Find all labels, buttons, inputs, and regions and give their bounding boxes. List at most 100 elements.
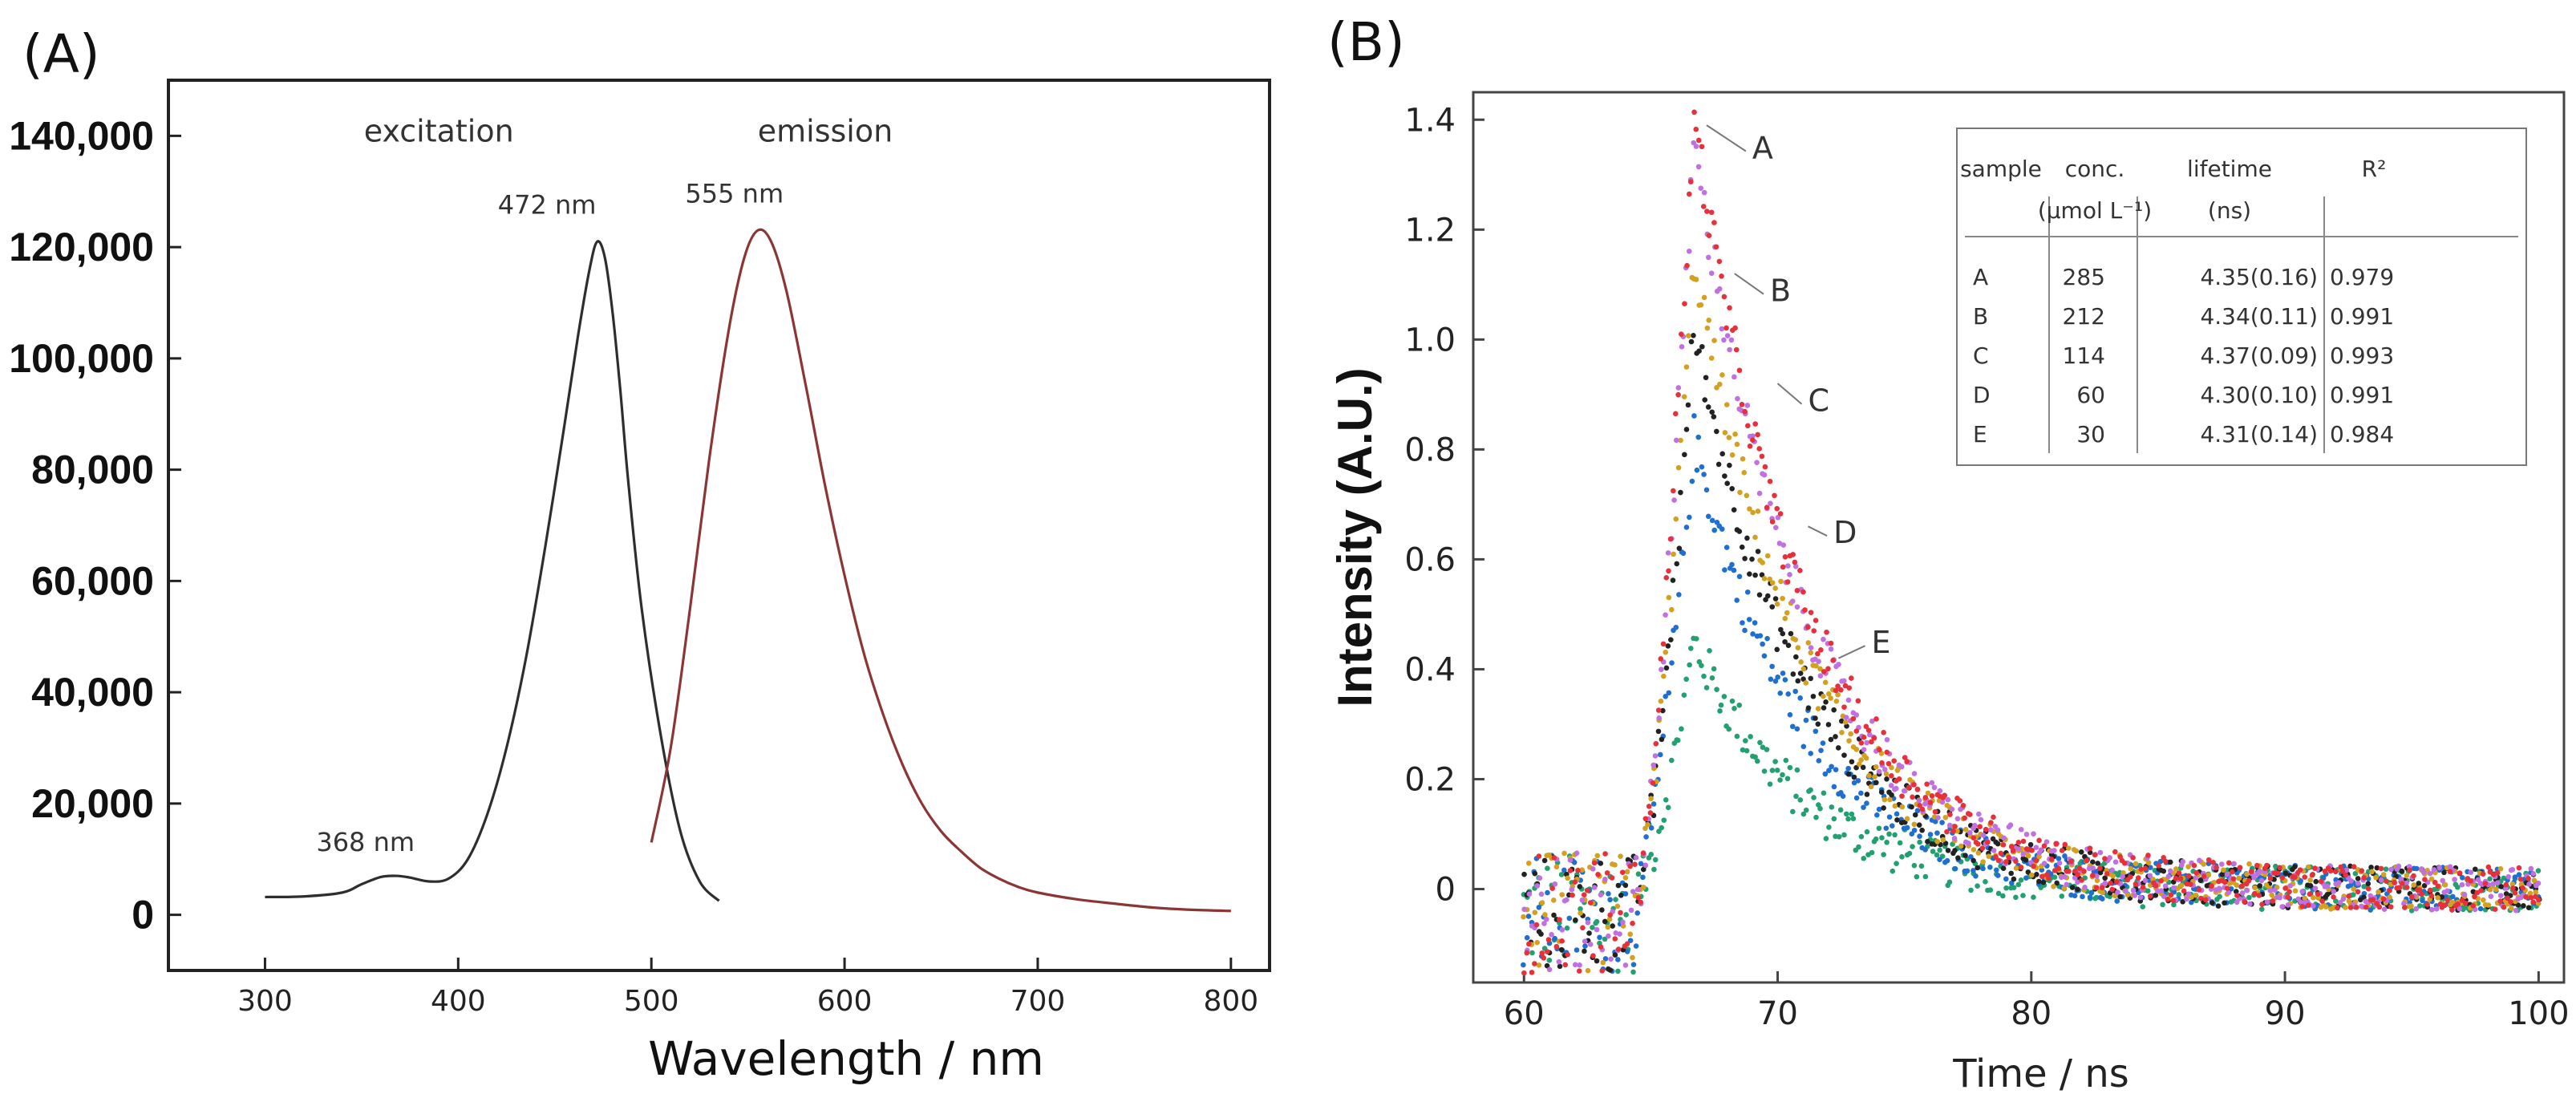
data-point [2343, 872, 2348, 878]
data-point [1952, 824, 1958, 829]
data-point [2287, 883, 2294, 889]
data-point [1918, 863, 1925, 869]
data-point [1824, 629, 1829, 635]
data-point [1835, 745, 1841, 751]
data-point [1642, 816, 1649, 822]
data-point [2327, 868, 2334, 874]
data-point [1794, 587, 1800, 594]
data-point [2222, 879, 2228, 885]
data-point [1930, 849, 1936, 854]
data-point [1538, 931, 1544, 937]
data-point [2470, 903, 2477, 909]
data-point [1558, 872, 1565, 877]
data-point [1750, 631, 1756, 637]
data-point [1551, 912, 1557, 918]
data-point [1873, 780, 1879, 786]
data-point [2277, 894, 2282, 901]
data-point [1572, 962, 1578, 968]
data-point [2299, 903, 2306, 910]
data-point [1538, 891, 1545, 897]
data-point [2094, 877, 2100, 884]
data-point [2527, 890, 2533, 897]
data-point [1713, 244, 1719, 250]
data-point [1656, 715, 1662, 721]
data-point [1622, 891, 1629, 897]
data-point [2097, 849, 2104, 856]
x-tick-label-a: 400 [431, 985, 486, 1018]
data-point [2081, 869, 2087, 874]
data-point [1704, 209, 1710, 214]
data-point [1610, 923, 1615, 929]
data-point [1911, 782, 1917, 788]
data-point [1742, 627, 1748, 634]
data-point [2351, 892, 2356, 897]
data-point [1853, 712, 1860, 718]
data-point [2365, 881, 2371, 887]
data-point [1800, 589, 1806, 595]
data-point [1624, 941, 1630, 947]
data-point [1841, 704, 1847, 710]
annotation-emission: emission [758, 113, 893, 148]
data-point [1891, 758, 1897, 764]
data-point [1598, 892, 1604, 897]
data-point [1772, 525, 1779, 531]
data-point [1919, 827, 1925, 833]
data-point [1550, 897, 1557, 903]
data-point [1645, 821, 1651, 828]
data-point [2441, 902, 2448, 909]
data-point [2157, 858, 2164, 865]
data-point [1586, 930, 1592, 936]
data-point [1995, 827, 2001, 833]
data-point [2076, 865, 2083, 871]
data-point [1630, 962, 1637, 967]
data-point [2000, 865, 2007, 872]
data-point [2311, 865, 2318, 871]
data-point [1889, 823, 1895, 828]
curve-label-E: E [1872, 625, 1891, 660]
data-point [1594, 926, 1600, 933]
data-point [1916, 822, 1922, 828]
data-point [1970, 847, 1977, 853]
data-point [2339, 868, 2346, 874]
data-point [1607, 967, 1614, 973]
data-point [1747, 571, 1752, 577]
data-point [2108, 880, 2113, 886]
data-point [1729, 561, 1735, 568]
table-cell: B [1973, 303, 1988, 330]
data-point [1800, 743, 1807, 750]
data-point [1916, 797, 1922, 804]
data-point [2408, 903, 2414, 910]
data-point [2512, 889, 2518, 896]
data-point [2509, 881, 2516, 887]
table-header-cell: R² [2362, 156, 2387, 182]
data-point [2202, 897, 2209, 903]
data-point [2051, 874, 2058, 880]
data-point [1793, 654, 1799, 660]
data-point [1764, 747, 1770, 752]
data-point [2093, 885, 2100, 891]
data-point [2078, 849, 2084, 855]
data-point [1768, 676, 1774, 683]
data-point [1846, 738, 1852, 743]
data-point [2087, 845, 2093, 851]
data-point [1689, 478, 1695, 484]
data-point [2176, 870, 2182, 876]
data-point [1917, 833, 1922, 840]
data-point [2015, 840, 2022, 845]
data-point [2135, 875, 2141, 881]
y-tick-label-b: 1.4 [1404, 102, 1456, 139]
data-point [1848, 731, 1853, 737]
data-point [1945, 796, 1951, 803]
data-point [1841, 832, 1847, 838]
data-point [2439, 894, 2444, 900]
table-cell: 0.979 [2330, 264, 2394, 290]
data-point [2248, 869, 2254, 874]
data-point [1546, 957, 1553, 963]
data-point [1669, 757, 1675, 764]
data-point [1628, 907, 1634, 914]
data-point [2156, 863, 2161, 869]
x-tick-label-a: 800 [1203, 985, 1258, 1018]
data-point [2079, 877, 2084, 883]
table-content: sample conc. lifetime R² (μmol L⁻¹) (ns) A 285 4… [1960, 156, 2394, 448]
data-point [1559, 938, 1565, 944]
